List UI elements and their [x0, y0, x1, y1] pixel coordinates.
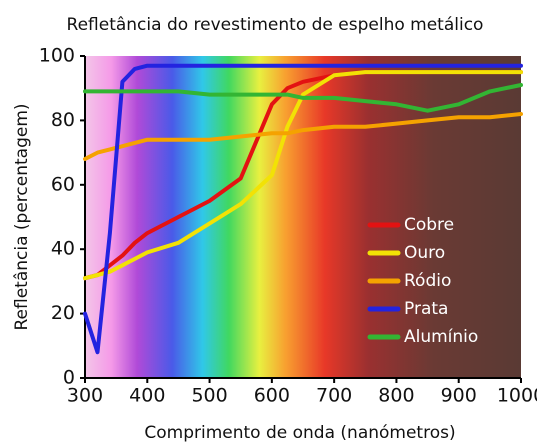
plot-background [85, 56, 521, 378]
y-tick-label: 100 [39, 45, 75, 67]
series-line [83, 63, 523, 355]
series-line [83, 70, 523, 281]
x-tick-label: 800 [378, 385, 414, 407]
x-tick-label: 1000 [497, 385, 537, 407]
x-tick-label: 600 [254, 385, 290, 407]
legend-label: Cobre [404, 215, 454, 235]
series-line [83, 112, 523, 161]
legend-label: Alumínio [404, 327, 478, 347]
x-tick-label: 900 [441, 385, 477, 407]
y-tick-label: 80 [51, 109, 75, 131]
y-axis-label: Refletância (percentagem) [12, 103, 32, 330]
x-tick-label: 500 [191, 385, 227, 407]
y-tick-label: 0 [63, 367, 75, 389]
legend-label: Prata [404, 299, 448, 319]
y-tick-label: 40 [51, 238, 75, 260]
legend-label: Ouro [404, 243, 445, 263]
chart-title: Refletância do revestimento de espelho m… [67, 15, 484, 35]
series-line [83, 83, 523, 113]
x-tick-label: 300 [67, 385, 103, 407]
x-axis-label: Comprimento de onda (nanómetros) [144, 423, 455, 443]
x-tick-label: 700 [316, 385, 352, 407]
y-tick-label: 20 [51, 302, 75, 324]
legend-label: Ródio [404, 271, 451, 291]
x-tick-label: 400 [129, 385, 165, 407]
y-tick-label: 60 [51, 173, 75, 195]
